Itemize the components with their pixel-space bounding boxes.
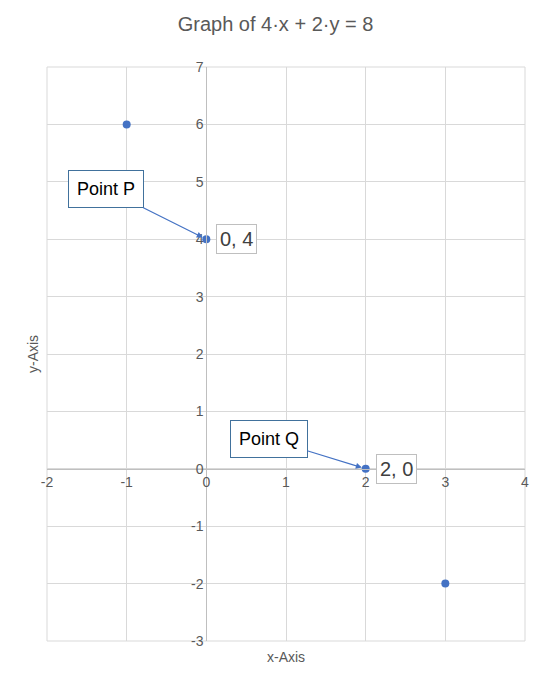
svg-text:y-Axis: y-Axis (25, 335, 41, 373)
svg-text:2: 2 (196, 346, 204, 362)
svg-text:Graph of 4·x + 2·y = 8: Graph of 4·x + 2·y = 8 (178, 13, 374, 35)
svg-text:Point Q: Point Q (239, 429, 299, 449)
svg-text:1: 1 (282, 474, 290, 490)
svg-text:0: 0 (202, 474, 210, 490)
svg-text:7: 7 (196, 59, 204, 75)
svg-text:x-Axis: x-Axis (267, 649, 305, 665)
svg-text:-2: -2 (191, 576, 204, 592)
svg-text:0, 4: 0, 4 (220, 228, 253, 250)
svg-text:3: 3 (441, 474, 449, 490)
svg-text:-3: -3 (191, 633, 204, 649)
svg-text:-1: -1 (191, 518, 204, 534)
svg-text:4: 4 (196, 231, 204, 247)
svg-text:2: 2 (362, 474, 370, 490)
svg-text:-2: -2 (41, 474, 54, 490)
svg-text:2, 0: 2, 0 (380, 458, 413, 480)
svg-text:6: 6 (196, 116, 204, 132)
svg-text:3: 3 (196, 289, 204, 305)
svg-text:4: 4 (521, 474, 529, 490)
svg-text:1: 1 (196, 403, 204, 419)
svg-text:0: 0 (196, 461, 204, 477)
svg-text:5: 5 (196, 174, 204, 190)
svg-text:Point P: Point P (77, 179, 135, 199)
svg-text:-1: -1 (120, 474, 133, 490)
